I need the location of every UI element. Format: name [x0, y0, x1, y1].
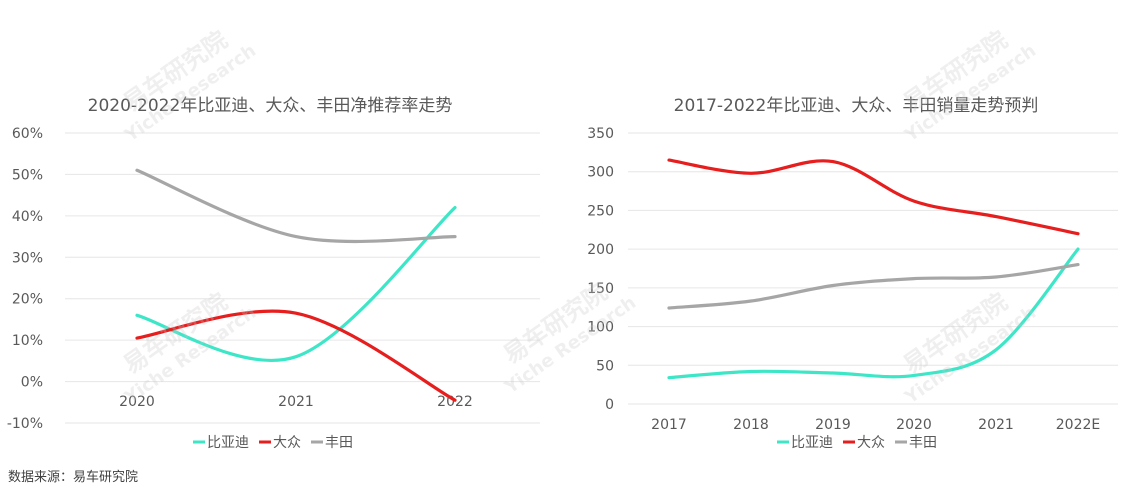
x-tick-label: 2022E: [1056, 417, 1100, 433]
legend-label: 大众: [273, 435, 301, 451]
x-tick-label: 2022: [437, 394, 473, 410]
y-tick-label: 10%: [12, 333, 43, 349]
y-tick-label: 20%: [12, 292, 43, 308]
chart-title: 2017-2022年比亚迪、大众、丰田销量走势预判: [674, 96, 1039, 116]
y-tick-label: 200: [587, 242, 614, 258]
y-tick-label: 50%: [12, 167, 43, 183]
y-tick-label: 350: [587, 126, 614, 142]
series-line-比亚迪: [667, 247, 1080, 380]
legend-label: 大众: [857, 435, 885, 451]
x-tick-label: 2019: [815, 417, 851, 433]
y-tick-label: 0%: [21, 375, 43, 391]
series-line-丰田: [135, 168, 457, 244]
legend-label: 丰田: [909, 435, 937, 451]
x-tick-label: 2021: [278, 394, 314, 410]
y-tick-label: 40%: [12, 209, 43, 225]
x-tick-label: 2020: [119, 394, 155, 410]
nps-trend-chart: 2020-2022年比亚迪、大众、丰田净推荐率走势 60% 50% 40% 30% 20%…: [7, 96, 540, 451]
chart-title: 2020-2022年比亚迪、大众、丰田净推荐率走势: [88, 96, 453, 116]
series-line-大众: [135, 309, 457, 402]
y-tick-label: 60%: [12, 126, 43, 142]
data-source-note: 数据来源：易车研究院: [8, 470, 139, 485]
y-tick-label: 100: [587, 320, 614, 336]
y-tick-label: -10%: [7, 416, 43, 432]
y-tick-label: 30%: [12, 250, 43, 266]
series-line-大众: [667, 158, 1080, 236]
y-tick-label: 50: [596, 358, 614, 374]
y-tick-label: 300: [587, 165, 614, 181]
legend-label: 比亚迪: [207, 435, 249, 451]
series-line-比亚迪: [135, 206, 457, 363]
x-tick-label: 2021: [978, 417, 1014, 433]
y-tick-label: 150: [587, 281, 614, 297]
x-tick-label: 2020: [896, 417, 932, 433]
legend-label: 丰田: [325, 435, 353, 451]
sales-trend-chart: 2017-2022年比亚迪、大众、丰田销量走势预判 350 300 250 200 150…: [587, 96, 1118, 451]
series-line-丰田: [667, 263, 1080, 310]
y-tick-label: 0: [605, 397, 614, 413]
x-tick-label: 2017: [651, 417, 687, 433]
legend-label: 比亚迪: [791, 435, 833, 451]
y-tick-label: 250: [587, 203, 614, 219]
x-tick-label: 2018: [733, 417, 769, 433]
